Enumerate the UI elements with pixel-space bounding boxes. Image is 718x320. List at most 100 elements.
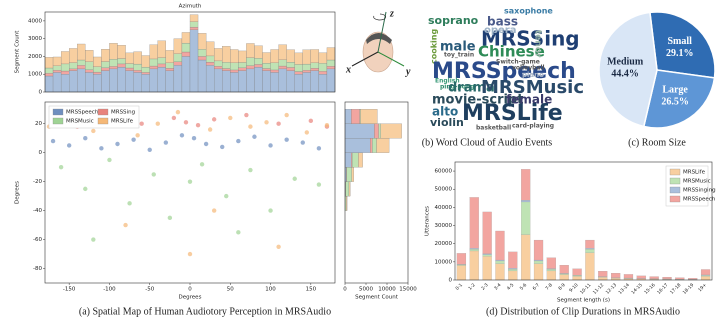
- scatter-point: [187, 179, 193, 184]
- histogram-bar: [44, 73, 54, 77]
- bar-segment: [456, 265, 467, 281]
- x-tick-label: 8-9: [557, 282, 567, 292]
- histogram-bar: [60, 70, 70, 75]
- bar-segment: [546, 270, 556, 281]
- x-tick-label: 3-4: [493, 282, 503, 292]
- bar-segment: [700, 276, 711, 281]
- histogram-bar: [346, 195, 348, 211]
- histogram-bar: [351, 109, 360, 124]
- scatter-point: [135, 133, 140, 138]
- histogram-bar: [230, 69, 239, 73]
- plot-frame: [344, 101, 409, 284]
- histogram-bar: [117, 66, 126, 93]
- histogram-bar: [205, 41, 215, 57]
- scatter-point: [300, 140, 305, 145]
- histogram-bar: [133, 72, 142, 93]
- x-tick-label: 17-18: [669, 282, 683, 296]
- x-tick-label: 150: [306, 287, 317, 293]
- bar-segment: [469, 249, 479, 252]
- histogram-bar: [181, 32, 191, 44]
- histogram-bar: [348, 181, 351, 197]
- x-tick-label: 10000: [378, 287, 396, 293]
- caption: (d) Distribution of Clip Durations in MR…: [486, 306, 680, 317]
- legend-swatch: [97, 117, 109, 125]
- histogram-bar: [77, 59, 86, 66]
- histogram-bar: [181, 51, 191, 57]
- x-tick-label: 7-8: [544, 282, 554, 292]
- scatter-point: [248, 167, 253, 173]
- pie-slice: [642, 69, 716, 129]
- word: MRSLife: [462, 101, 563, 126]
- histogram-bar: [246, 65, 255, 70]
- scatter-point: [316, 182, 322, 187]
- histogram-bar: [278, 65, 287, 70]
- caption: (b) Word Cloud of Audio Events: [422, 137, 552, 148]
- histogram-bar: [109, 43, 118, 60]
- histogram-bar: [238, 70, 247, 93]
- legend-label: MRSSing: [111, 110, 135, 116]
- axis-letter: z: [389, 8, 394, 19]
- histogram-bar: [318, 74, 328, 93]
- scatter-point: [139, 121, 144, 126]
- bar-segment: [508, 270, 518, 281]
- histogram-bar: [157, 63, 166, 68]
- caption: (c) Room Size: [628, 137, 686, 148]
- histogram-bar: [173, 53, 183, 62]
- histogram-bar: [286, 49, 295, 63]
- histogram-bar: [344, 109, 352, 124]
- histogram-bar: [214, 66, 223, 70]
- bar-segment: [559, 265, 569, 274]
- y-tick-label: -20: [33, 179, 42, 185]
- histogram-bar: [125, 70, 134, 93]
- x-tick-label: 9-10: [568, 282, 580, 294]
- legend-swatch: [52, 117, 64, 125]
- histogram-bar: [181, 56, 191, 93]
- histogram-bar: [246, 43, 255, 58]
- histogram-bar: [238, 67, 247, 71]
- histogram-bar: [294, 74, 303, 93]
- histogram-bar: [165, 62, 175, 69]
- histogram-bar: [262, 68, 271, 71]
- histogram-bar: [44, 75, 54, 93]
- x-tick-label: 2-3: [480, 282, 490, 292]
- histogram-bar: [44, 67, 54, 74]
- y-tick-label: -40: [33, 208, 42, 214]
- bar-segment: [508, 269, 518, 272]
- legend-swatch: [52, 108, 64, 116]
- histogram-bar: [93, 71, 102, 75]
- word: tenor: [533, 30, 543, 58]
- word: card-playing: [512, 123, 554, 130]
- histogram-bar: [52, 72, 62, 93]
- word: female: [506, 93, 552, 107]
- bar-segment: [482, 253, 492, 255]
- scatter-point: [163, 140, 169, 145]
- histogram-bar: [302, 63, 311, 71]
- histogram-bar: [149, 65, 158, 70]
- histogram-bar: [286, 62, 295, 68]
- slice-label: Medium: [607, 57, 644, 68]
- bar-segment: [700, 269, 711, 276]
- plot-frame: [44, 11, 336, 93]
- histogram-bar: [101, 70, 110, 93]
- bar-segment: [533, 260, 544, 264]
- y-tick-label: 0: [39, 150, 43, 156]
- histogram-bar: [85, 50, 94, 62]
- histogram-bar: [52, 65, 62, 71]
- scatter-point: [107, 157, 112, 163]
- histogram-bar: [69, 48, 78, 63]
- y-axis: [377, 51, 405, 67]
- word: saxophone: [504, 7, 553, 16]
- legend-swatch: [669, 195, 681, 203]
- histogram-bar: [125, 63, 134, 69]
- plot-frame: [44, 101, 336, 284]
- histogram-bar: [222, 46, 231, 63]
- histogram-bar: [125, 52, 134, 64]
- bar-segment: [598, 271, 608, 277]
- bar-segment: [533, 239, 544, 261]
- histogram-bar: [117, 45, 126, 59]
- head-icon: z y x: [345, 8, 411, 77]
- histogram-bar: [344, 152, 352, 168]
- histogram-bar: [344, 123, 375, 139]
- bar-segment: [495, 259, 505, 262]
- histogram-bar: [149, 68, 158, 93]
